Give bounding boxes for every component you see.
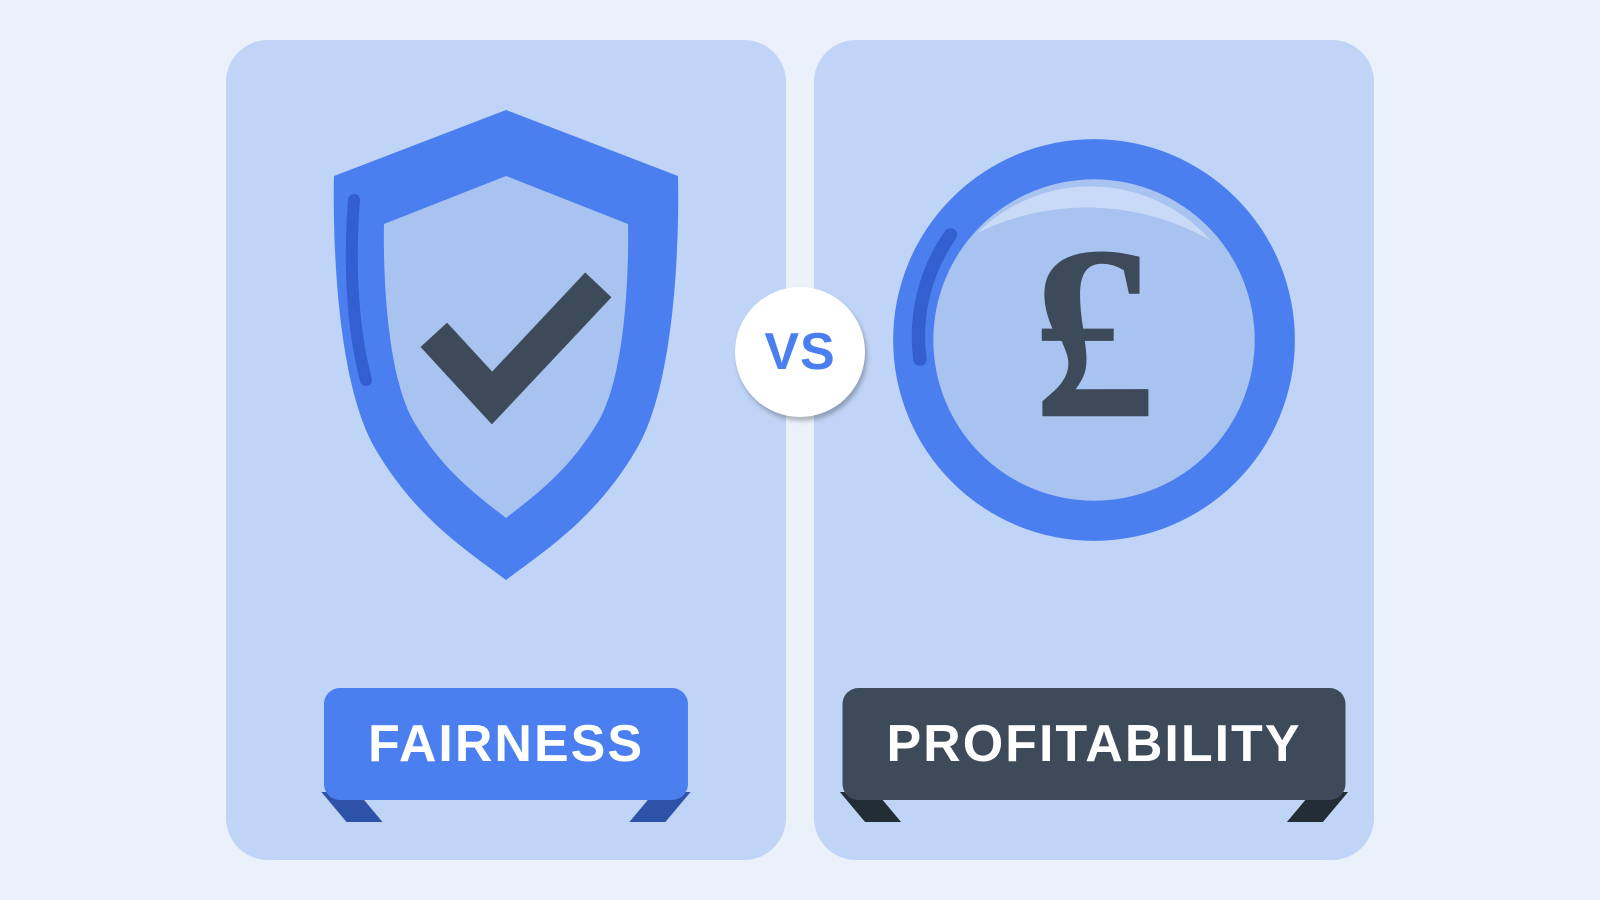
coin-pound-icon: £ [874,90,1314,590]
svg-text:£: £ [1032,194,1156,470]
infographic-canvas: FAIRNESS £ [0,0,1600,900]
profitability-label: PROFITABILITY [842,688,1345,800]
profitability-card: £ PROFITABILITY [814,40,1374,860]
fairness-card: FAIRNESS [226,40,786,860]
fairness-label-wrap: FAIRNESS [324,688,688,800]
cards-row: FAIRNESS £ [226,40,1374,860]
vs-badge: VS [735,287,865,417]
shield-check-icon [286,90,726,590]
profitability-label-wrap: PROFITABILITY [842,688,1345,800]
fairness-label: FAIRNESS [324,688,688,800]
